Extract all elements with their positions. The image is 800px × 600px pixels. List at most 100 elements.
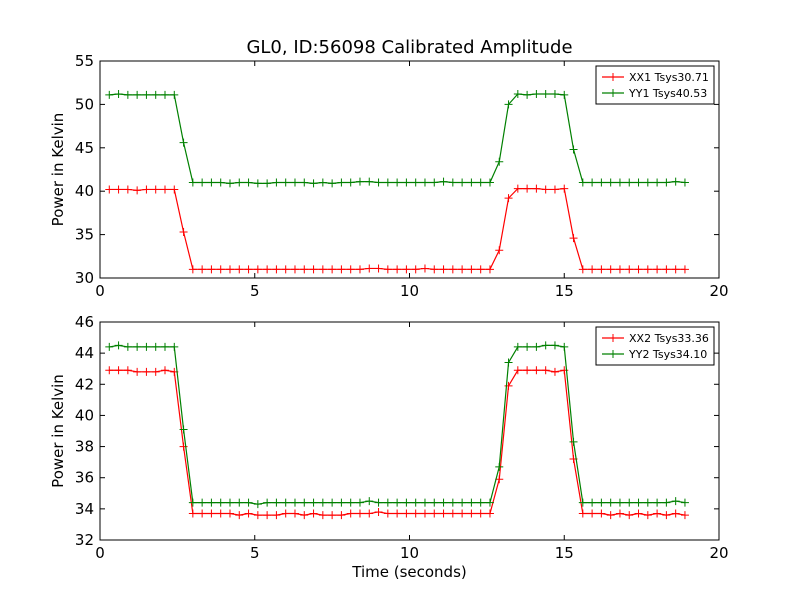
data-point	[615, 178, 624, 187]
data-point	[495, 246, 504, 255]
data-point	[207, 265, 216, 274]
data-point	[476, 178, 485, 187]
data-point	[411, 509, 420, 518]
data-point	[588, 498, 597, 507]
data-point	[430, 509, 439, 518]
data-point	[123, 185, 132, 194]
data-point	[541, 185, 550, 194]
data-point	[467, 498, 476, 507]
data-point	[207, 178, 216, 187]
legend-marker	[609, 334, 617, 342]
data-point	[467, 178, 476, 187]
data-point	[578, 178, 587, 187]
data-point	[541, 366, 550, 375]
data-point	[383, 498, 392, 507]
data-point	[504, 194, 513, 203]
data-point	[216, 178, 225, 187]
data-point	[355, 177, 364, 186]
data-point	[625, 265, 634, 274]
data-point	[430, 265, 439, 274]
data-point	[448, 498, 457, 507]
y-tick-label: 32	[75, 531, 94, 549]
data-point	[151, 90, 160, 99]
data-point	[523, 342, 532, 351]
y-tick-label: 42	[75, 375, 94, 393]
data-point	[550, 89, 559, 98]
data-point	[662, 511, 671, 520]
data-point	[318, 265, 327, 274]
y-tick-label: 38	[75, 438, 94, 456]
data-point	[634, 178, 643, 187]
data-point	[309, 265, 318, 274]
data-point	[485, 265, 494, 274]
data-point	[550, 367, 559, 376]
data-point	[151, 367, 160, 376]
data-point	[448, 178, 457, 187]
data-point	[142, 90, 151, 99]
data-point	[439, 509, 448, 518]
data-point	[337, 511, 346, 520]
data-point	[235, 498, 244, 507]
data-point	[337, 265, 346, 274]
data-point	[253, 500, 262, 509]
data-point	[430, 498, 439, 507]
data-point	[328, 511, 337, 520]
data-point	[597, 265, 606, 274]
legend-box	[595, 326, 715, 366]
data-point	[300, 265, 309, 274]
data-point	[346, 498, 355, 507]
data-point	[225, 498, 234, 507]
x-tick-label: 10	[400, 544, 419, 562]
data-point	[133, 367, 142, 376]
y-tick-label: 36	[75, 469, 94, 487]
y-tick-label: 35	[75, 226, 94, 244]
data-point	[615, 498, 624, 507]
y-tick-label: 34	[75, 500, 94, 518]
data-point	[504, 100, 513, 109]
data-point	[402, 509, 411, 518]
data-point	[337, 178, 346, 187]
data-point	[114, 341, 123, 350]
data-point	[523, 90, 532, 99]
data-point	[160, 185, 169, 194]
data-point	[328, 265, 337, 274]
data-point	[680, 498, 689, 507]
data-point	[160, 366, 169, 375]
data-point	[235, 265, 244, 274]
legend-box	[595, 65, 715, 105]
data-point	[588, 509, 597, 518]
data-point	[420, 498, 429, 507]
data-point	[448, 509, 457, 518]
data-point	[625, 498, 634, 507]
data-point	[383, 178, 392, 187]
data-point	[662, 498, 671, 507]
data-point	[671, 177, 680, 186]
data-point	[188, 498, 197, 507]
data-point	[374, 498, 383, 507]
data-point	[393, 509, 402, 518]
data-point	[634, 509, 643, 518]
data-point	[355, 509, 364, 518]
data-point	[263, 179, 272, 188]
data-point	[513, 89, 522, 98]
data-point	[207, 509, 216, 518]
x-tick-label: 0	[95, 544, 105, 562]
data-point	[560, 342, 569, 351]
data-point	[337, 498, 346, 507]
chart-panel-2: 0 5 10 15 20 32 34 36 38 40 42 44 46 Power in Kelvin T…	[49, 313, 729, 581]
data-point	[606, 265, 615, 274]
data-point	[662, 265, 671, 274]
data-point	[123, 366, 132, 375]
data-point	[328, 179, 337, 188]
data-point	[272, 511, 281, 520]
data-point	[420, 264, 429, 273]
data-point	[680, 511, 689, 520]
data-point	[179, 227, 188, 236]
data-point	[263, 265, 272, 274]
data-point	[216, 265, 225, 274]
series-markers-1	[105, 184, 689, 274]
data-point	[495, 157, 504, 166]
data-point	[346, 509, 355, 518]
data-point	[244, 498, 253, 507]
data-point	[541, 89, 550, 98]
